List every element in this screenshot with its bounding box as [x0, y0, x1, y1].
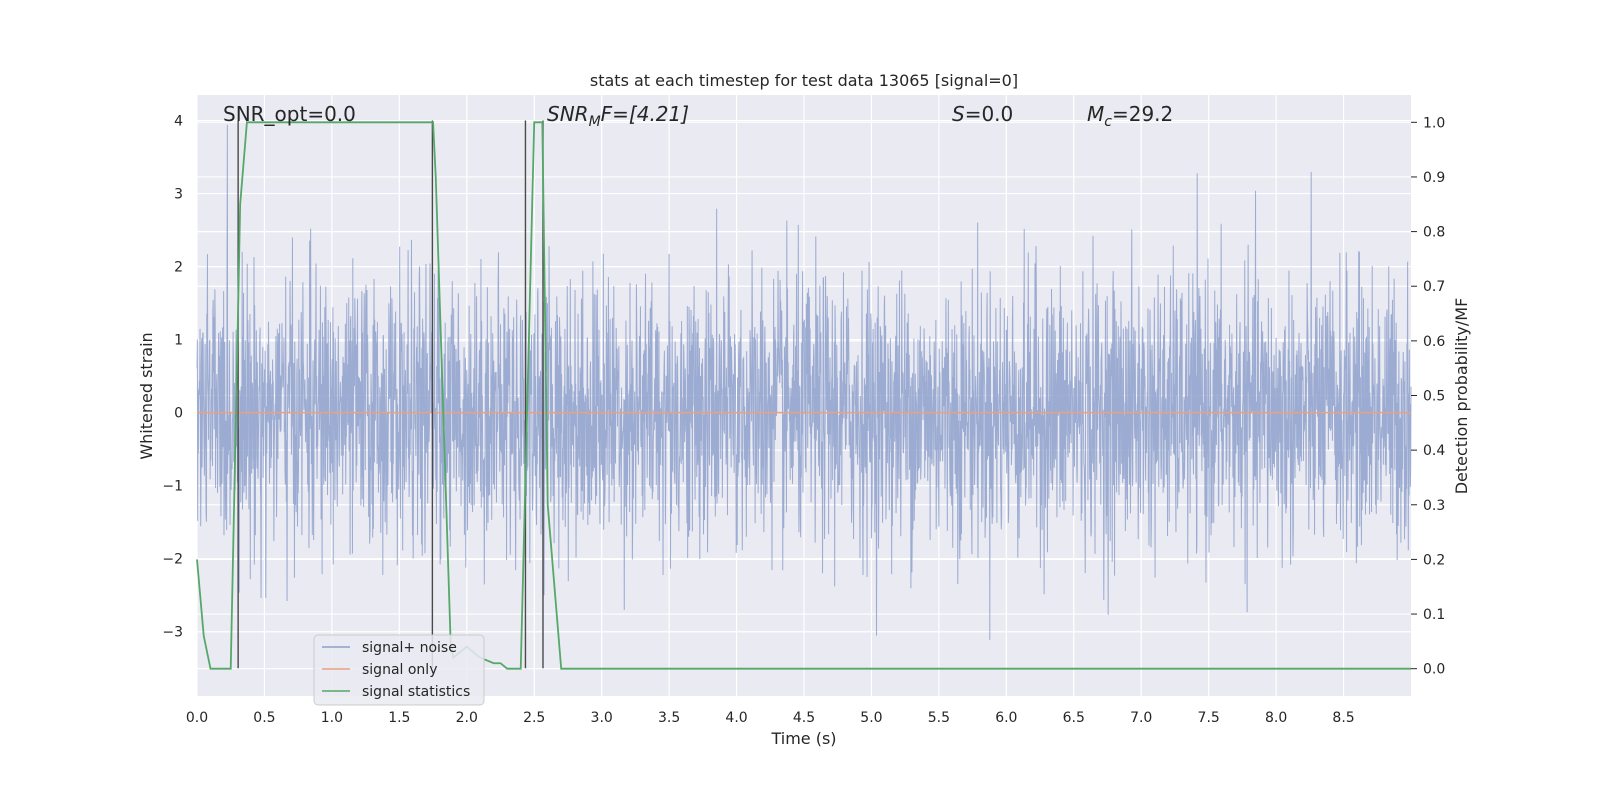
annotation-mc: Mc=29.2: [1087, 102, 1173, 130]
y-tick-label-1: −2: [162, 552, 183, 568]
y2-tick-label-2: 0.2: [1423, 552, 1445, 568]
legend-label-signal-noise: signal+ noise: [362, 640, 457, 656]
y2-tick-label-6: 0.6: [1423, 334, 1445, 350]
annotation-mc-sub: c: [1104, 114, 1112, 130]
x-tick-label-8: 4.0: [725, 710, 747, 726]
x-tick-label-4: 2.0: [456, 710, 478, 726]
y-axis-label: Whitened strain: [137, 332, 156, 459]
y2-tick-label-1: 0.1: [1423, 607, 1445, 623]
x-tick-label-17: 8.5: [1332, 710, 1354, 726]
y-tick-label-4: 1: [174, 333, 183, 349]
y2-tick-label-10: 1.0: [1423, 115, 1445, 131]
y-tick-label-6: 3: [174, 187, 183, 203]
x-tick-label-2: 1.0: [321, 710, 343, 726]
annotation-s-tail: =0.0: [965, 102, 1014, 126]
signal-noise-series: [196, 124, 1412, 640]
x-tick-label-13: 6.5: [1063, 710, 1085, 726]
y2-tick-label-3: 0.3: [1423, 498, 1445, 514]
x-tick-label-14: 7.0: [1130, 710, 1152, 726]
y2-tick-label-7: 0.7: [1423, 279, 1445, 295]
annotation-mc-tail: =29.2: [1112, 102, 1173, 126]
legend-box: [313, 634, 485, 706]
y2-tick-label-4: 0.4: [1423, 443, 1445, 459]
annotation-snr-mf: SNRMF=[4.21]: [547, 102, 689, 130]
y2-axis-label: Detection probability/MF: [1452, 298, 1471, 495]
x-tick-label-15: 7.5: [1198, 710, 1220, 726]
annotation-snr-mf-tail: F=[4.21]: [601, 102, 689, 126]
x-tick-label-1: 0.5: [253, 710, 275, 726]
x-tick-label-7: 3.5: [658, 710, 680, 726]
x-tick-label-9: 4.5: [793, 710, 815, 726]
legend-label-signal-only: signal only: [362, 662, 437, 678]
x-tick-label-10: 5.0: [860, 710, 882, 726]
annotation-s-main: S: [952, 102, 965, 126]
x-axis-ticks: 0.0 0.5 1.0 1.5 2.0 2.5 3.0 3.5 4.0 4.5 5.0 5.5 6.0 6…: [186, 710, 1355, 726]
y-tick-label-7: 4: [174, 114, 183, 130]
y2-axis-ticks: 0.0 0.1 0.2 0.3 0.4 0.5 0.6 0.7 0.8 0.9 1.0: [1411, 115, 1445, 678]
annotation-snr-mf-sub: M: [589, 114, 601, 130]
x-axis-label: Time (s): [770, 729, 836, 748]
chart-title: stats at each timestep for test data 130…: [590, 71, 1018, 90]
x-tick-label-11: 5.5: [928, 710, 950, 726]
legend-label-signal-statistics: signal statistics: [362, 684, 470, 700]
x-tick-label-0: 0.0: [186, 710, 208, 726]
y-tick-label-3: 0: [174, 406, 183, 422]
annotation-snr-mf-main: SNR: [547, 102, 589, 126]
y2-tick-label-5: 0.5: [1423, 389, 1445, 405]
legend: signal+ noise signal only signal statist…: [313, 634, 485, 706]
x-tick-label-6: 3.0: [591, 710, 613, 726]
signal-noise-line: [196, 124, 1412, 640]
x-tick-label-12: 6.0: [995, 710, 1017, 726]
y2-tick-label-0: 0.0: [1423, 662, 1445, 678]
y-tick-label-5: 2: [174, 260, 183, 276]
y2-tick-label-9: 0.9: [1423, 170, 1445, 186]
annotation-mc-main: M: [1087, 102, 1104, 126]
annotation-s: S=0.0: [952, 102, 1013, 126]
y-tick-label-0: −3: [162, 625, 183, 641]
x-tick-label-3: 1.5: [388, 710, 410, 726]
y2-tick-label-8: 0.8: [1423, 225, 1445, 241]
y-tick-label-2: −1: [162, 479, 183, 495]
x-tick-label-16: 8.0: [1265, 710, 1287, 726]
x-tick-label-5: 2.5: [523, 710, 545, 726]
annotation-snr-opt: SNR_opt=0.0: [223, 102, 356, 126]
y-axis-ticks: −3 −2 −1 0 1 2 3 4: [162, 114, 183, 641]
